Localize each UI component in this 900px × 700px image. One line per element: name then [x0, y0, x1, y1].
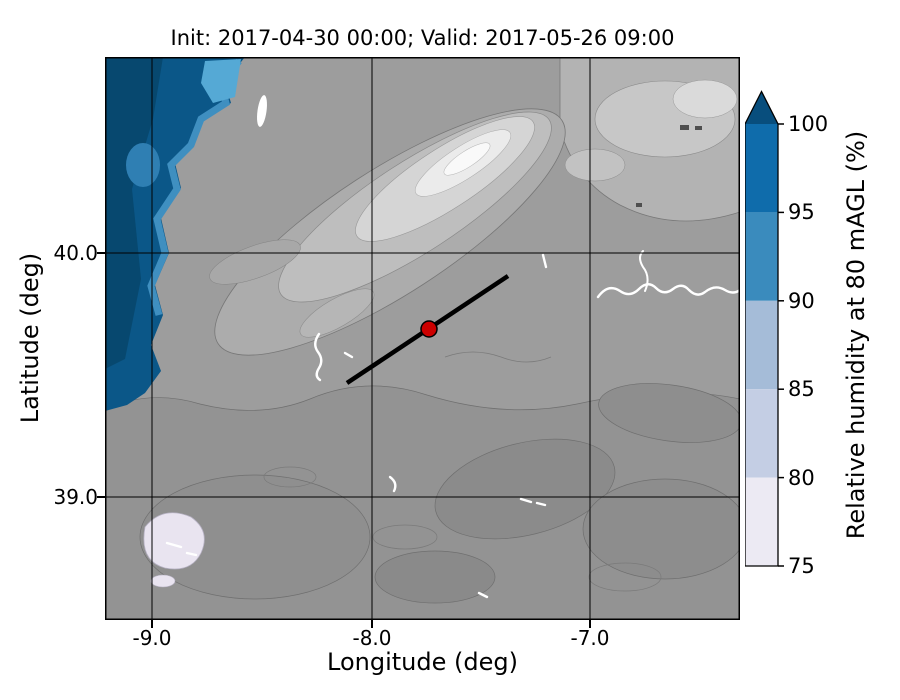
colorbar-segment-80-85 — [745, 389, 778, 478]
colorbar-segment-95-100 — [745, 124, 778, 213]
terrain-highlands — [209, 57, 740, 356]
dark-specks — [636, 125, 702, 207]
rivers-lakes — [165, 250, 740, 599]
map-plot — [105, 57, 740, 620]
colorbar-label: Relative humidity at 80 mAGL (%) — [842, 130, 870, 540]
y-tick-mark — [97, 252, 105, 254]
x-tick-label: -9.0 — [132, 626, 172, 650]
plot-border — [105, 57, 740, 620]
x-tick-mark — [151, 620, 153, 628]
x-axis-label: Longitude (deg) — [327, 648, 518, 676]
colorbar-tick-label: 100 — [788, 112, 829, 136]
colorbar-segment-85-90 — [745, 300, 778, 390]
colorbar-tick-label: 80 — [788, 466, 815, 490]
colorbar-extend-arrow — [745, 91, 778, 124]
humidity-low-patch — [143, 512, 205, 588]
y-axis-label: Latitude (deg) — [16, 252, 44, 424]
y-tick-mark — [97, 496, 105, 498]
colorbar-tick-label: 85 — [788, 377, 815, 401]
coastal-white-patch — [257, 95, 267, 127]
location-marker — [420, 320, 438, 338]
ocean-deep-band — [105, 57, 163, 369]
colorbar-tick-label: 75 — [788, 554, 815, 578]
colorbar-segment-75-80 — [745, 477, 778, 566]
offshore-light-patch — [126, 143, 160, 187]
grid-lines — [105, 57, 740, 620]
y-tick-label: 40.0 — [53, 241, 98, 265]
plot-title: Init: 2017-04-30 00:00; Valid: 2017-05-2… — [170, 26, 675, 50]
colorbar — [745, 90, 784, 567]
x-tick-mark — [371, 620, 373, 628]
terrain-shading — [105, 383, 740, 620]
colorbar-outline — [745, 90, 779, 567]
nearshore-light-patch — [201, 59, 241, 103]
colorbar-segment-90-95 — [745, 212, 778, 301]
colorbar-tick-marks — [778, 123, 784, 567]
y-tick-label: 39.0 — [53, 485, 98, 509]
x-tick-label: -7.0 — [570, 626, 610, 650]
terrain-contour-lines — [263, 351, 662, 592]
colorbar-tick-label: 95 — [788, 200, 815, 224]
colorbar-tick-label: 90 — [788, 289, 815, 313]
x-tick-label: -8.0 — [352, 626, 392, 650]
x-tick-mark — [589, 620, 591, 628]
